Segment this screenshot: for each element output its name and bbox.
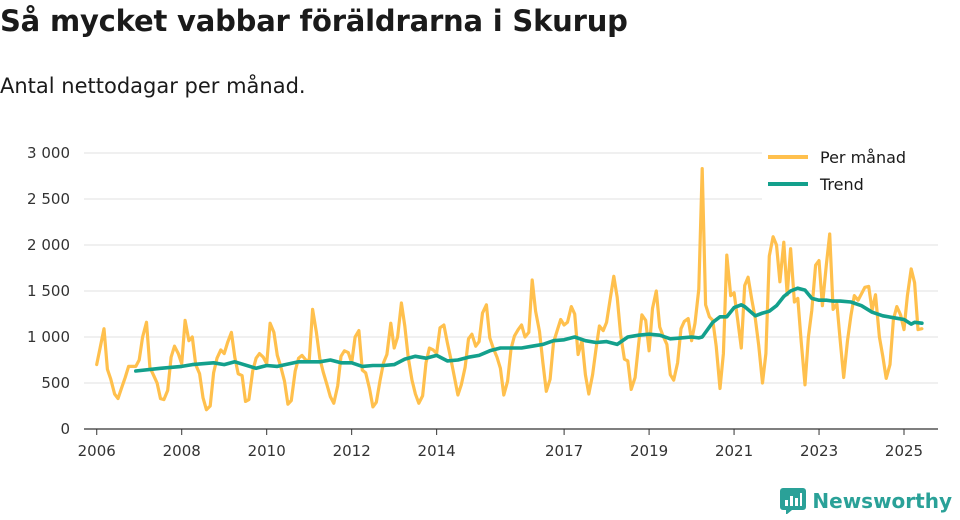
x-tick-label: 2023 (800, 442, 838, 460)
x-tick-label: 2006 (78, 442, 116, 460)
x-tick-label: 2017 (545, 442, 583, 460)
y-tick-label: 500 (41, 374, 70, 392)
chart-title: Så mycket vabbar föräldrarna i Skurup (0, 4, 628, 38)
y-tick-label: 0 (60, 420, 70, 438)
series-lines (95, 167, 924, 412)
series-line-trend (134, 286, 924, 373)
y-axis-ticks: 0 500 1 000 1 500 2 000 2 500 3 000 (27, 144, 70, 438)
chart-subtitle: Antal nettodagar per månad. (0, 74, 306, 98)
x-tick-label: 2010 (248, 442, 286, 460)
legend: Per månad Trend (762, 140, 940, 202)
y-tick-label: 2 000 (27, 236, 70, 254)
brand-logo: Newsworthy (780, 488, 952, 514)
y-tick-label: 2 500 (27, 190, 70, 208)
x-tick-label: 2014 (418, 442, 456, 460)
series-line-per-month (95, 167, 924, 412)
legend-label-trend: Trend (819, 175, 864, 194)
legend-background (762, 140, 940, 202)
y-tick-label: 3 000 (27, 144, 70, 162)
y-tick-label: 1 500 (27, 282, 70, 300)
legend-label-per-month: Per månad (820, 148, 906, 167)
x-tick-label: 2021 (715, 442, 753, 460)
x-tick-label: 2025 (885, 442, 923, 460)
y-tick-label: 1 000 (27, 328, 70, 346)
x-tick-label: 2008 (163, 442, 201, 460)
x-tick-label: 2012 (333, 442, 371, 460)
x-axis: 2006 2008 2010 2012 2014 2017 2019 2021 2023 2025 (78, 428, 938, 460)
brand-name: Newsworthy (812, 489, 952, 513)
x-tick-label: 2019 (630, 442, 668, 460)
newsworthy-logo-icon (780, 488, 807, 514)
